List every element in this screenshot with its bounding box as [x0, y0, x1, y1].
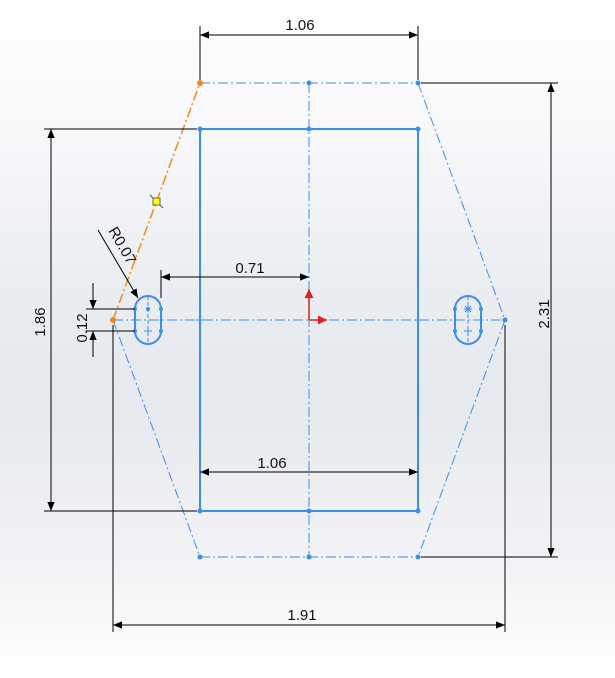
- selected-point-left[interactable]: [110, 317, 116, 323]
- coincident-relation-icon[interactable]: [149, 194, 164, 209]
- dim-total-height[interactable]: 2.31: [536, 299, 553, 328]
- dim-bottom-width[interactable]: 1.06: [257, 455, 286, 472]
- dim-slot-offset[interactable]: 0.71: [235, 260, 264, 277]
- dim-rect-height[interactable]: 1.86: [32, 307, 49, 336]
- dim-total-width[interactable]: 1.91: [287, 607, 316, 624]
- hex-left-lower[interactable]: [112, 319, 201, 558]
- hex-right-lower[interactable]: [417, 319, 506, 558]
- sketch-points[interactable]: [133, 80, 508, 560]
- selected-point-top[interactable]: [197, 80, 203, 86]
- dim-top-width[interactable]: 1.06: [285, 17, 314, 34]
- dim-slot-length[interactable]: 0.12: [74, 313, 91, 342]
- dimensions: [44, 26, 558, 632]
- origin-icon: [304, 289, 327, 325]
- slot-center-markers: [144, 305, 472, 335]
- hex-right-upper[interactable]: [417, 82, 506, 321]
- dim-slot-radius[interactable]: R0.07: [105, 224, 140, 267]
